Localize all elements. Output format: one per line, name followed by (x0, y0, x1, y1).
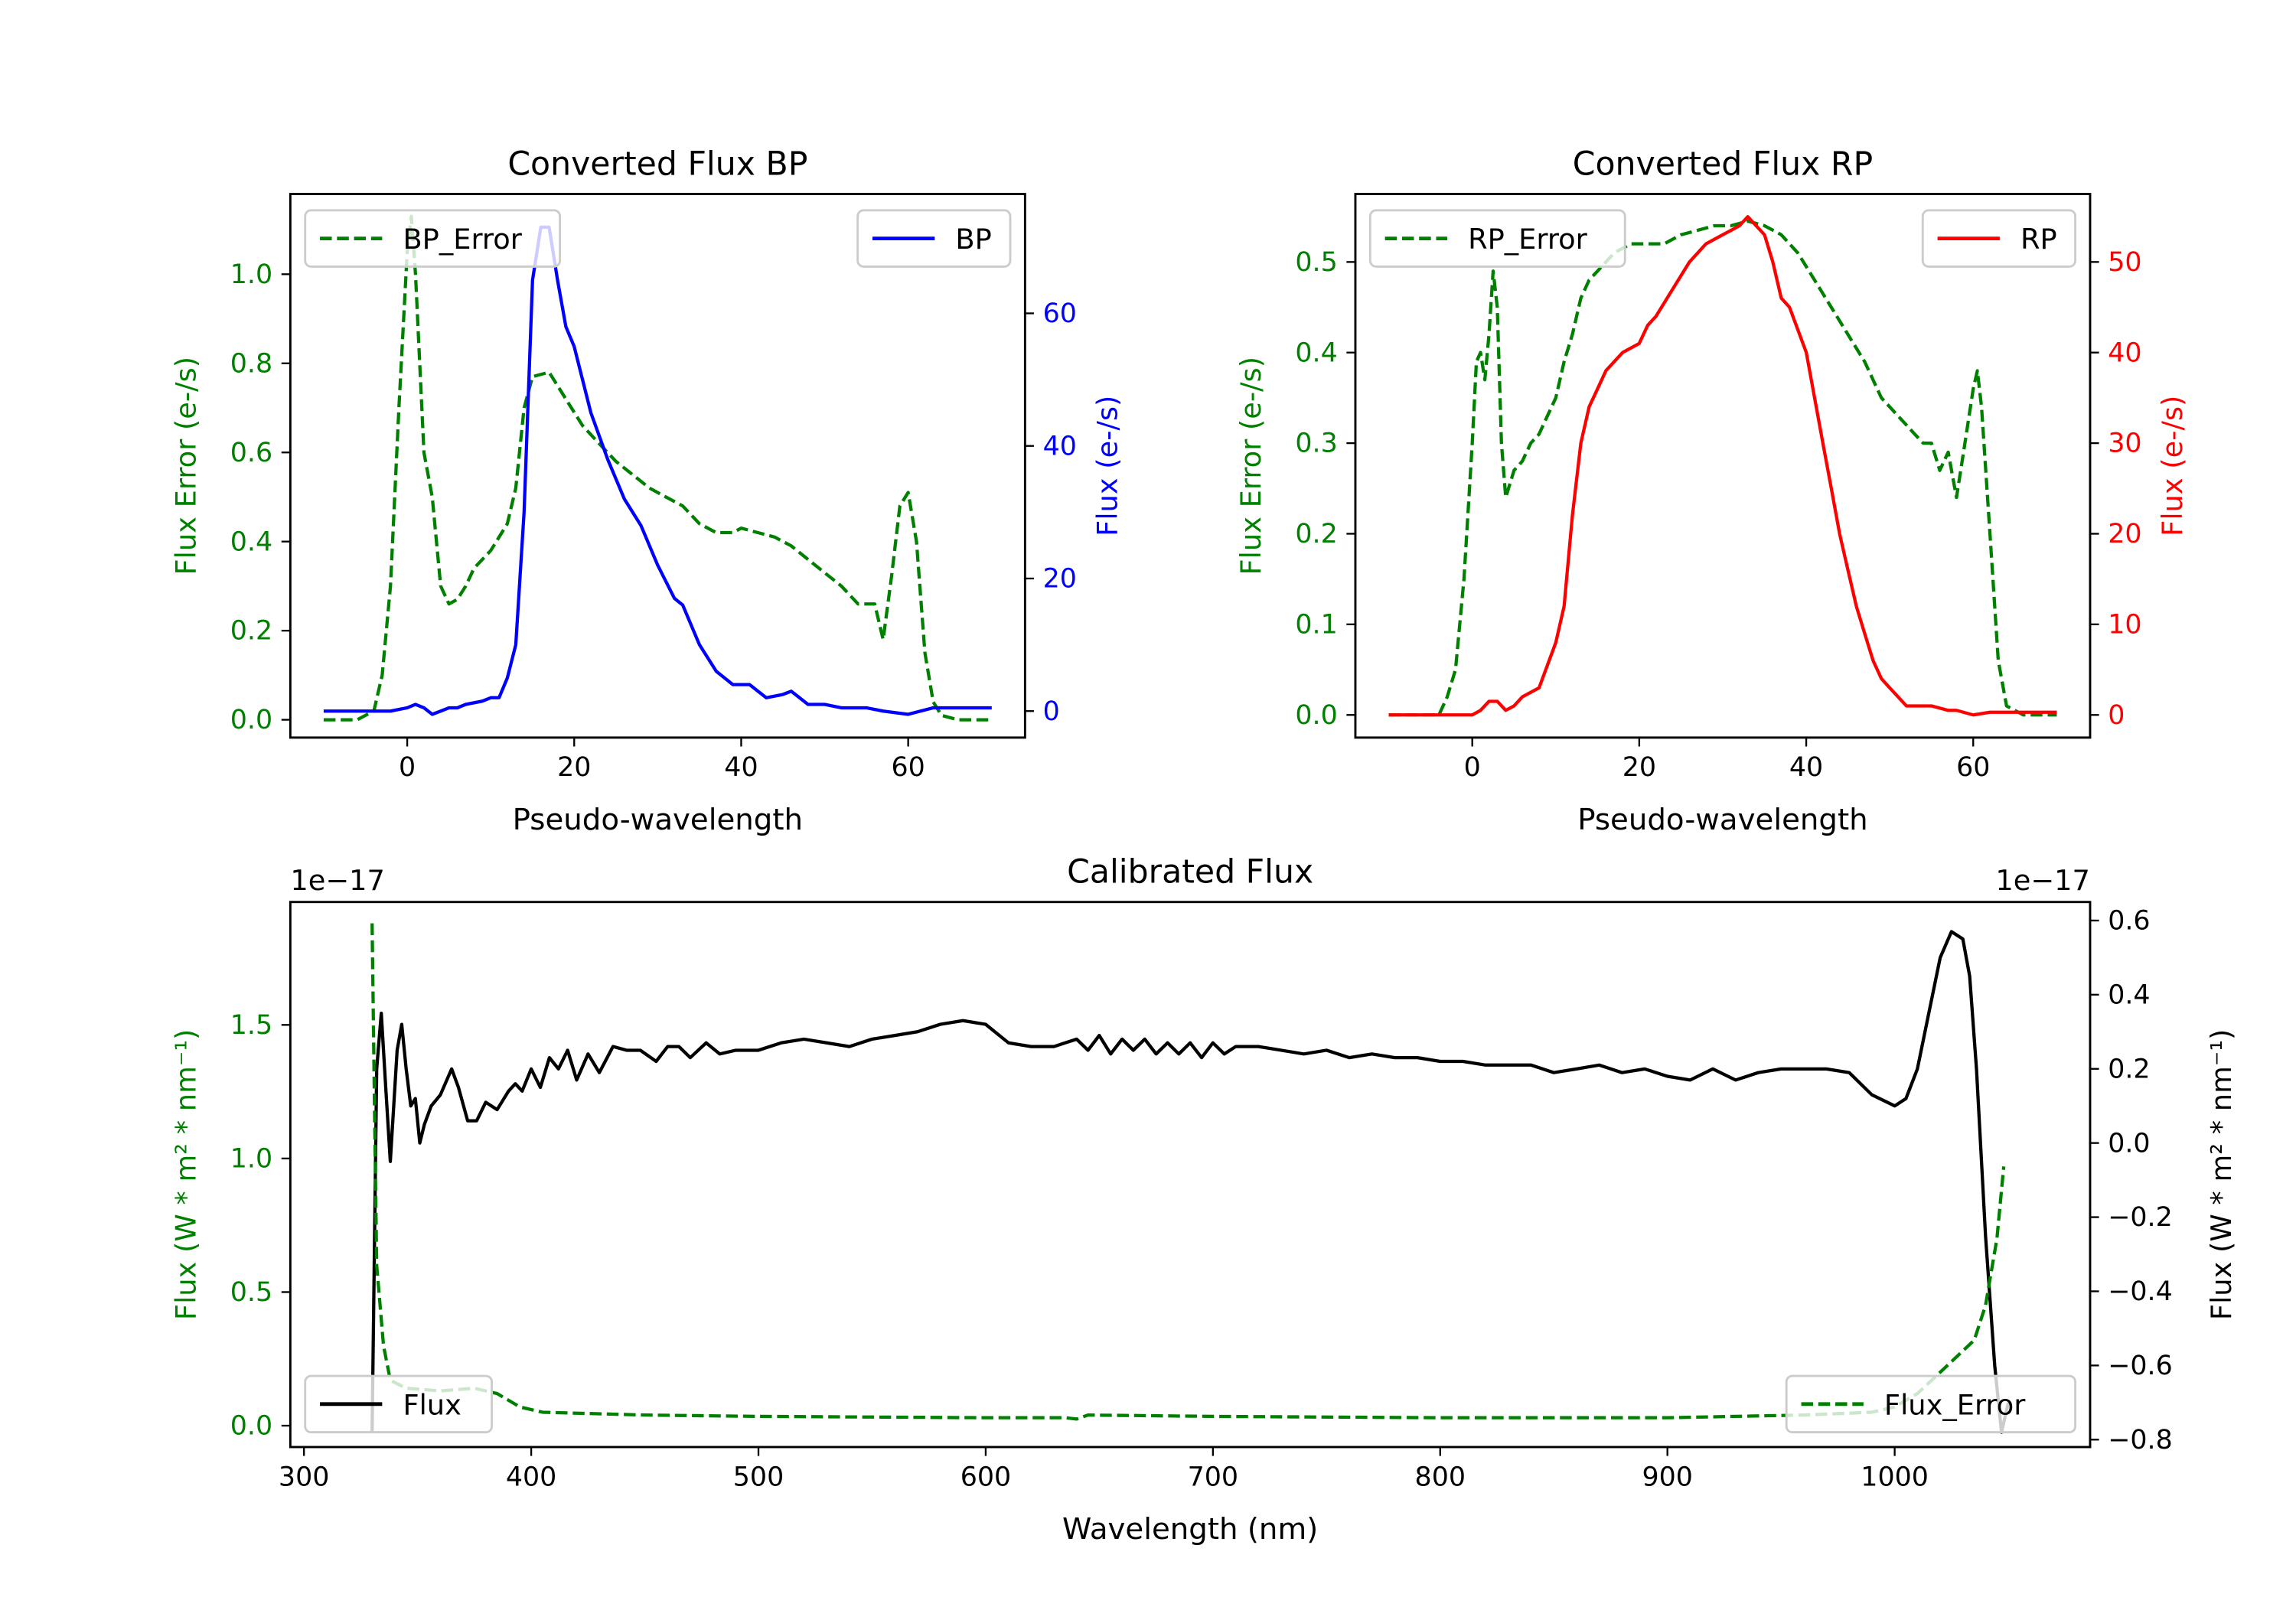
y-right-tick-label: 20 (1043, 564, 1077, 595)
legend-rp-error: RP_Error (1368, 209, 1626, 268)
y-left-tick-label: 0.0 (230, 705, 272, 735)
y-left-tick-label: 1.5 (230, 1010, 272, 1041)
y-left-offset-label: 1e−17 (290, 864, 385, 897)
x-tick-label: 40 (1789, 752, 1823, 783)
y-right-tick-label: 0.2 (2108, 1054, 2150, 1084)
legend-flux-error: Flux_Error (1785, 1374, 2077, 1434)
y-right-tick-label: 0 (1043, 696, 1060, 727)
legend-label: Flux (403, 1388, 461, 1421)
legend-label: BP_Error (403, 223, 522, 256)
y-right-axis-label: Flux (e-/s) (1091, 396, 1124, 536)
chart-panel-3: Calibrated Flux 300 400 500 600 700 800 900 1000… (169, 853, 2237, 1547)
y-right-tick-label: 50 (2108, 247, 2141, 278)
x-tick-label: 20 (557, 752, 591, 783)
y-right-tick-label: 0 (2108, 700, 2125, 731)
y-right-tick-label: 10 (2108, 610, 2141, 641)
series-line-bp (323, 225, 992, 716)
y-left-tick-label: 0.4 (1295, 337, 1337, 368)
legend-box (304, 1374, 494, 1434)
x-tick-label: 800 (1415, 1462, 1466, 1492)
y-left-tick-label: 0.2 (1295, 519, 1337, 549)
chart-panel-2: Converted Flux RP 0 20 40 60 Pseudo-wavelengt… (1234, 145, 2189, 836)
x-axis-label: Pseudo-wavelength (1577, 803, 1867, 837)
y-left-tick-label: 0.2 (230, 616, 272, 647)
y-right-tick-label: −0.8 (2108, 1425, 2173, 1455)
x-tick-label: 40 (724, 752, 758, 783)
y-right-tick-label: 40 (2108, 337, 2141, 368)
y-right-axis-label: Flux (W * m² * nm⁻¹) (2205, 1029, 2238, 1320)
series-line-flux (370, 930, 2011, 1434)
plot-frame (289, 901, 2092, 1449)
legend-box (304, 209, 562, 268)
x-tick-label: 20 (1623, 752, 1656, 783)
chart-title: Converted Flux RP (1573, 145, 1873, 183)
y-right-tick-label: 20 (2108, 519, 2141, 549)
y-left-tick-label: 0.6 (230, 438, 272, 468)
y-left-tick-label: 0.0 (1295, 700, 1337, 731)
y-right-tick-label: 0.4 (2108, 980, 2150, 1010)
y-left-axis-label: Flux (W * m² * nm⁻¹) (169, 1029, 202, 1320)
y-left-tick-label: 1.0 (230, 259, 272, 290)
y-left-tick-label: 0.3 (1295, 429, 1337, 459)
plot-frame (1354, 193, 2092, 739)
y-left-axis-label: Flux Error (e-/s) (1234, 357, 1267, 575)
legend-box (1368, 209, 1626, 268)
x-tick-label: 0 (399, 752, 416, 783)
legend-box (1785, 1374, 2077, 1434)
y-left-tick-label: 0.1 (1295, 610, 1337, 641)
series-line-bp-error (323, 214, 992, 722)
legend-bp-error: BP_Error (304, 209, 562, 268)
x-tick-label: 700 (1188, 1462, 1238, 1492)
x-tick-label: 400 (506, 1462, 556, 1492)
y-right-tick-label: 0.0 (2108, 1128, 2150, 1159)
x-tick-label: 600 (960, 1462, 1011, 1492)
x-tick-label: 900 (1642, 1462, 1692, 1492)
y-right-tick-label: −0.6 (2108, 1351, 2173, 1381)
x-axis-label: Pseudo-wavelength (513, 803, 803, 837)
y-right-tick-label: 0.6 (2108, 906, 2150, 937)
legend-label: RP (2020, 223, 2057, 256)
y-left-tick-label: 0.8 (230, 348, 272, 379)
legend-flux: Flux (304, 1374, 494, 1434)
x-tick-label: 300 (279, 1462, 329, 1492)
x-tick-label: 500 (733, 1462, 784, 1492)
series-line-rp-error (1388, 219, 2057, 717)
y-left-tick-label: 0.5 (230, 1277, 272, 1308)
y-left-axis-label: Flux Error (e-/s) (169, 357, 202, 575)
legend-label: Flux_Error (1884, 1388, 2026, 1421)
y-right-tick-label: −0.2 (2108, 1202, 2173, 1233)
x-tick-label: 0 (1464, 752, 1481, 783)
chart-title: Converted Flux BP (507, 145, 807, 183)
y-left-tick-label: 1.0 (230, 1144, 272, 1175)
y-left-tick-label: 0.5 (1295, 247, 1337, 278)
x-axis-label: Wavelength (nm) (1062, 1512, 1318, 1547)
y-right-axis-label: Flux (e-/s) (2156, 396, 2189, 536)
legend-rp: RP (1921, 209, 2077, 268)
chart-title: Calibrated Flux (1067, 853, 1313, 892)
series-line-rp (1388, 215, 2057, 717)
y-right-tick-label: −0.4 (2108, 1276, 2173, 1307)
legend-bp: BP (856, 209, 1012, 268)
y-right-tick-label: 60 (1043, 298, 1077, 329)
y-right-offset-label: 1e−17 (1995, 864, 2090, 897)
series-line-flux-error (370, 923, 2006, 1421)
y-left-tick-label: 0.0 (230, 1411, 272, 1442)
x-tick-label: 60 (1956, 752, 1990, 783)
y-right-tick-label: 30 (2108, 429, 2141, 459)
x-tick-label: 60 (891, 752, 925, 783)
plot-frame (289, 193, 1026, 739)
legend-label: RP_Error (1468, 223, 1588, 256)
y-right-tick-label: 40 (1043, 431, 1077, 461)
y-left-tick-label: 0.4 (230, 526, 272, 557)
legend-label: BP (955, 223, 991, 256)
chart-panel-1: Converted Flux BP 0 20 40 60 Pseudo-wavelengt… (169, 145, 1124, 836)
x-tick-label: 1000 (1861, 1462, 1929, 1492)
